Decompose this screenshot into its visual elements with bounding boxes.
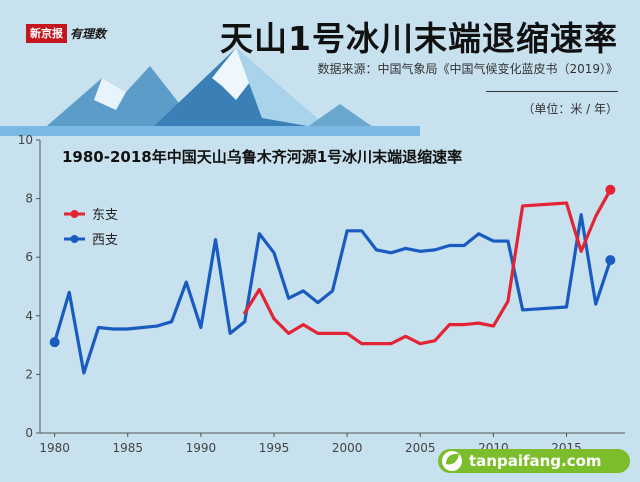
x-tick-label: 1995	[259, 441, 290, 455]
series-end-point-east	[605, 184, 616, 195]
leaf-shape	[446, 453, 459, 465]
publisher-logo: 新京报 有理数	[26, 24, 106, 43]
legend-marker-east	[70, 210, 79, 218]
page-title: 天山1号冰川末端退缩速率	[220, 19, 618, 58]
water-band	[0, 126, 420, 136]
legend-label-west: 西支	[92, 233, 118, 248]
watermark-pill	[438, 449, 630, 473]
series-start-point-west	[49, 337, 60, 348]
legend-marker-west	[70, 235, 79, 243]
unit-label: （单位：米 / 年）	[522, 102, 618, 116]
y-tick-label: 2	[25, 367, 33, 381]
logo-tail: 有理数	[70, 27, 107, 41]
x-tick-label: 2000	[332, 441, 363, 455]
series-end-point-west	[605, 255, 616, 266]
y-tick-label: 6	[25, 250, 33, 264]
y-tick-label: 8	[25, 192, 33, 206]
mountain-center-face	[236, 48, 330, 130]
legend-label-east: 东支	[92, 208, 118, 223]
watermark: tanpaifang.com	[438, 449, 630, 473]
y-tick-label: 10	[18, 133, 33, 147]
x-tick-label: 1990	[186, 441, 217, 455]
x-tick-label: 2005	[405, 441, 436, 455]
glacier-illustration	[0, 48, 420, 136]
series-line-west	[53, 213, 612, 375]
x-tick-label: 1985	[112, 441, 143, 455]
series-lines	[49, 184, 616, 375]
mountain-center-snow	[212, 48, 265, 100]
series-line-east	[243, 188, 612, 346]
y-tick-label: 0	[25, 426, 33, 440]
mountain-right	[300, 104, 380, 132]
chart-title: 1980-2018年中国天山乌鲁木齐河源1号冰川末端退缩速率	[62, 148, 462, 166]
mountain-left-snow	[94, 78, 126, 110]
watermark-text: tanpaifang.com	[469, 452, 602, 470]
chart-axes	[39, 140, 625, 434]
data-source: 数据来源：中国气象局《中国气候变化蓝皮书（2019）》	[317, 62, 618, 76]
x-tick-label: 1980	[39, 441, 70, 455]
logo-name: 新京报	[26, 24, 67, 43]
y-tick-label: 4	[25, 309, 33, 323]
unit-divider	[486, 91, 618, 92]
